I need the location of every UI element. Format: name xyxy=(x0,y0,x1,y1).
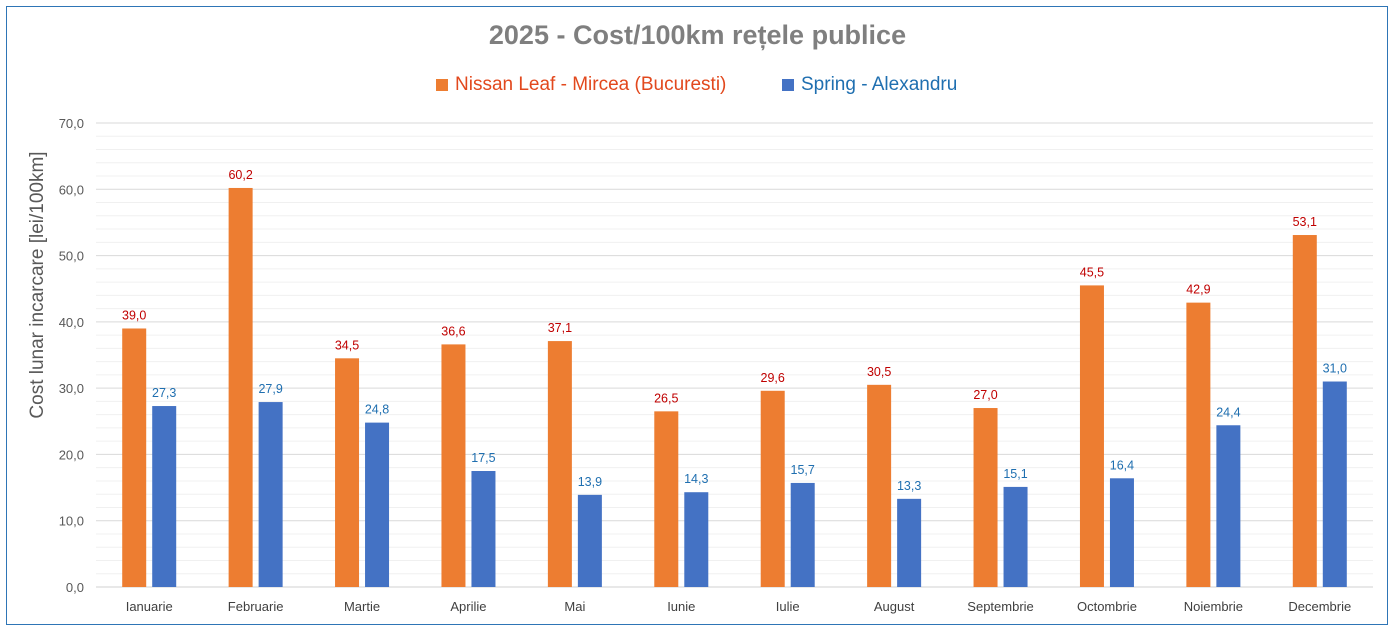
bar-nissan-leaf xyxy=(228,187,253,587)
data-label-spring: 27,9 xyxy=(258,382,282,396)
data-label-nissan-leaf: 26,5 xyxy=(654,391,678,405)
data-label-spring: 15,1 xyxy=(1003,467,1027,481)
bar-nissan-leaf xyxy=(760,390,785,587)
data-label-nissan-leaf: 29,6 xyxy=(761,371,785,385)
y-tick-label: 50,0 xyxy=(59,249,84,264)
data-label-nissan-leaf: 45,5 xyxy=(1080,265,1104,279)
data-label-nissan-leaf: 37,1 xyxy=(548,321,572,335)
chart-title: 2025 - Cost/100km rețele publice xyxy=(488,20,907,50)
bar-spring xyxy=(258,402,283,587)
y-tick-label: 0,0 xyxy=(66,580,84,595)
data-label-spring: 24,4 xyxy=(1216,405,1240,419)
legend-swatch-spring xyxy=(782,79,794,91)
x-tick-label: Aprilie xyxy=(450,599,486,614)
bar-nissan-leaf xyxy=(441,344,466,587)
data-label-spring: 24,8 xyxy=(365,403,389,417)
legend-label-spring: Spring - Alexandru xyxy=(801,74,958,95)
x-tick-label: Octombrie xyxy=(1077,599,1137,614)
bar-spring xyxy=(1322,381,1347,587)
data-label-spring: 13,3 xyxy=(897,479,921,493)
data-label-nissan-leaf: 34,5 xyxy=(335,338,359,352)
bar-spring xyxy=(152,406,177,587)
x-tick-label: Noiembrie xyxy=(1184,599,1243,614)
bar-nissan-leaf xyxy=(973,408,998,587)
bar-nissan-leaf xyxy=(867,384,892,587)
x-tick-label: Decembrie xyxy=(1288,599,1351,614)
legend-item-spring: Spring - Alexandru xyxy=(782,74,957,96)
y-tick-label: 30,0 xyxy=(59,381,84,396)
bar-nissan-leaf xyxy=(547,341,572,587)
data-label-nissan-leaf: 42,9 xyxy=(1186,283,1210,297)
x-tick-label: August xyxy=(874,599,915,614)
y-tick-label: 70,0 xyxy=(59,116,84,131)
data-label-spring: 16,4 xyxy=(1110,458,1134,472)
x-tick-label: Septembrie xyxy=(967,599,1033,614)
y-tick-label: 60,0 xyxy=(59,182,84,197)
x-tick-label: Iunie xyxy=(667,599,695,614)
y-tick-label: 10,0 xyxy=(59,514,84,529)
data-label-spring: 13,9 xyxy=(578,475,602,489)
data-label-nissan-leaf: 39,0 xyxy=(122,308,146,322)
x-tick-label: Februarie xyxy=(228,599,284,614)
bar-spring xyxy=(471,471,496,587)
x-tick-label: Ianuarie xyxy=(126,599,173,614)
bar-nissan-leaf xyxy=(654,411,679,587)
bar-nissan-leaf xyxy=(1292,235,1317,587)
data-label-spring: 14,3 xyxy=(684,472,708,486)
data-label-nissan-leaf: 53,1 xyxy=(1293,215,1317,229)
bar-nissan-leaf xyxy=(335,358,360,587)
x-tick-label: Iulie xyxy=(776,599,800,614)
bar-spring xyxy=(790,482,815,587)
legend-label-nissan-leaf: Nissan Leaf - Mircea (Bucuresti) xyxy=(455,74,727,95)
bar-nissan-leaf xyxy=(122,328,147,587)
legend-swatch-nissan-leaf xyxy=(436,79,448,91)
bar-spring xyxy=(897,498,922,587)
bar-nissan-leaf xyxy=(1079,285,1104,587)
data-label-nissan-leaf: 30,5 xyxy=(867,365,891,379)
legend-item-nissan-leaf: Nissan Leaf - Mircea (Bucuresti) xyxy=(436,74,726,96)
bar-spring xyxy=(1109,478,1134,587)
data-label-nissan-leaf: 27,0 xyxy=(973,388,997,402)
bar-spring xyxy=(1003,486,1028,587)
data-label-spring: 15,7 xyxy=(791,463,815,477)
data-label-nissan-leaf: 36,6 xyxy=(441,324,465,338)
x-tick-label: Mai xyxy=(564,599,585,614)
y-tick-label: 20,0 xyxy=(59,447,84,462)
bar-nissan-leaf xyxy=(1186,302,1211,587)
data-label-spring: 31,0 xyxy=(1323,362,1347,376)
data-label-spring: 17,5 xyxy=(471,451,495,465)
data-label-nissan-leaf: 60,2 xyxy=(228,168,252,182)
bar-spring xyxy=(365,422,390,587)
y-tick-label: 40,0 xyxy=(59,315,84,330)
legend: Nissan Leaf - Mircea (Bucuresti) Spring … xyxy=(0,74,1395,100)
bar-spring xyxy=(1216,425,1241,587)
data-label-spring: 27,3 xyxy=(152,386,176,400)
bar-spring xyxy=(577,494,602,587)
x-tick-label: Martie xyxy=(344,599,380,614)
bar-spring xyxy=(684,492,709,587)
